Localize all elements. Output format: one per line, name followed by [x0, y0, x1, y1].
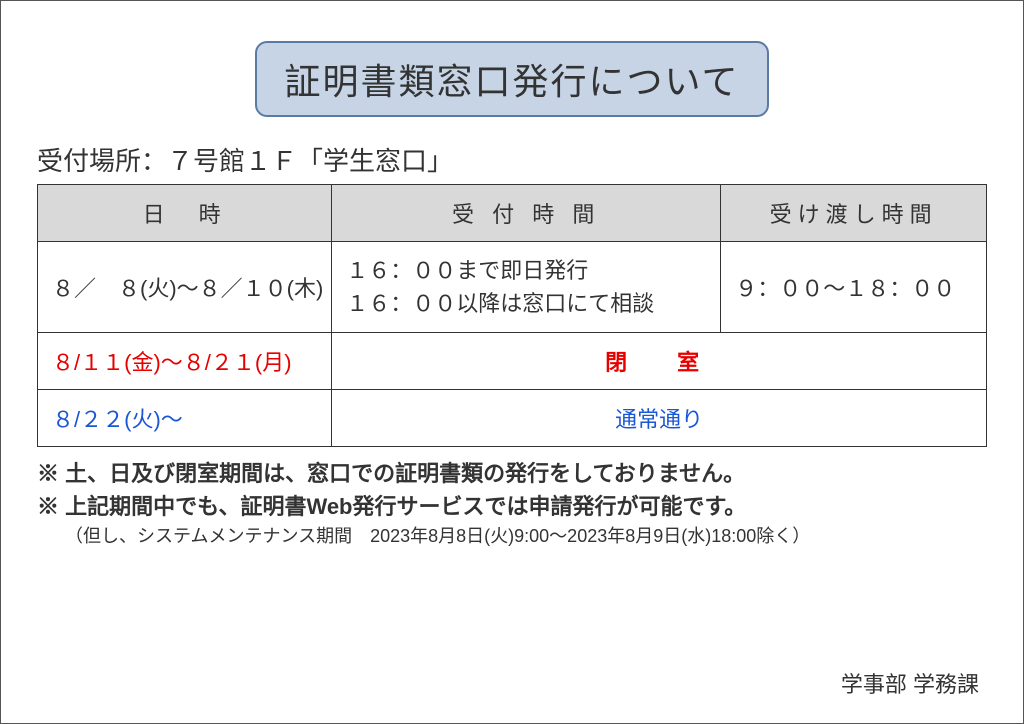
title-box: 証明書類窓口発行について [255, 41, 770, 117]
row1-accept-line2: １６：００以降は窓口にて相談 [346, 291, 654, 316]
row3-date: ８/２２(火)～ [38, 390, 332, 447]
row1-date: ８／ ８(火)～８／１０(木) [38, 242, 332, 333]
table-row: ８/１１(金)～８/２１(月) 閉 室 [38, 333, 987, 390]
row1-accept: １６：００まで即日発行 １６：００以降は窓口にて相談 [332, 242, 721, 333]
table-row: ８/２２(火)～ 通常通り [38, 390, 987, 447]
header-accept: 受 付 時 間 [332, 185, 721, 242]
note-subline: （但し、システムメンテナンス期間 2023年8月8日(火)9:00～2023年8… [65, 523, 987, 550]
table-header-row: 日 時 受 付 時 間 受け渡し時間 [38, 185, 987, 242]
note-line-2: ※ 上記期間中でも、証明書Web発行サービスでは申請発行が可能です。 [37, 490, 987, 523]
document-page: 証明書類窓口発行について 受付場所：７号館１Ｆ「学生窓口」 日 時 受 付 時 … [0, 0, 1024, 724]
header-pickup: 受け渡し時間 [721, 185, 987, 242]
row1-pickup: ９：００～１８：００ [721, 242, 987, 333]
row2-status: 閉 室 [332, 333, 987, 390]
note-line-1: ※ 土、日及び閉室期間は、窓口での証明書類の発行をしておりません。 [37, 457, 987, 490]
signature: 学事部 学務課 [841, 667, 979, 699]
notes-block: ※ 土、日及び閉室期間は、窓口での証明書類の発行をしておりません。 ※ 上記期間… [37, 457, 987, 550]
table-row: ８／ ８(火)～８／１０(木) １６：００まで即日発行 １６：００以降は窓口にて… [38, 242, 987, 333]
page-title: 証明書類窓口発行について [285, 61, 740, 102]
header-date: 日 時 [38, 185, 332, 242]
row2-date: ８/１１(金)～８/２１(月) [38, 333, 332, 390]
row3-status: 通常通り [332, 390, 987, 447]
row1-accept-line1: １６：００まで即日発行 [346, 258, 588, 283]
schedule-table: 日 時 受 付 時 間 受け渡し時間 ８／ ８(火)～８／１０(木) １６：００… [37, 184, 987, 447]
location-label: 受付場所：７号館１Ｆ「学生窓口」 [37, 141, 987, 178]
